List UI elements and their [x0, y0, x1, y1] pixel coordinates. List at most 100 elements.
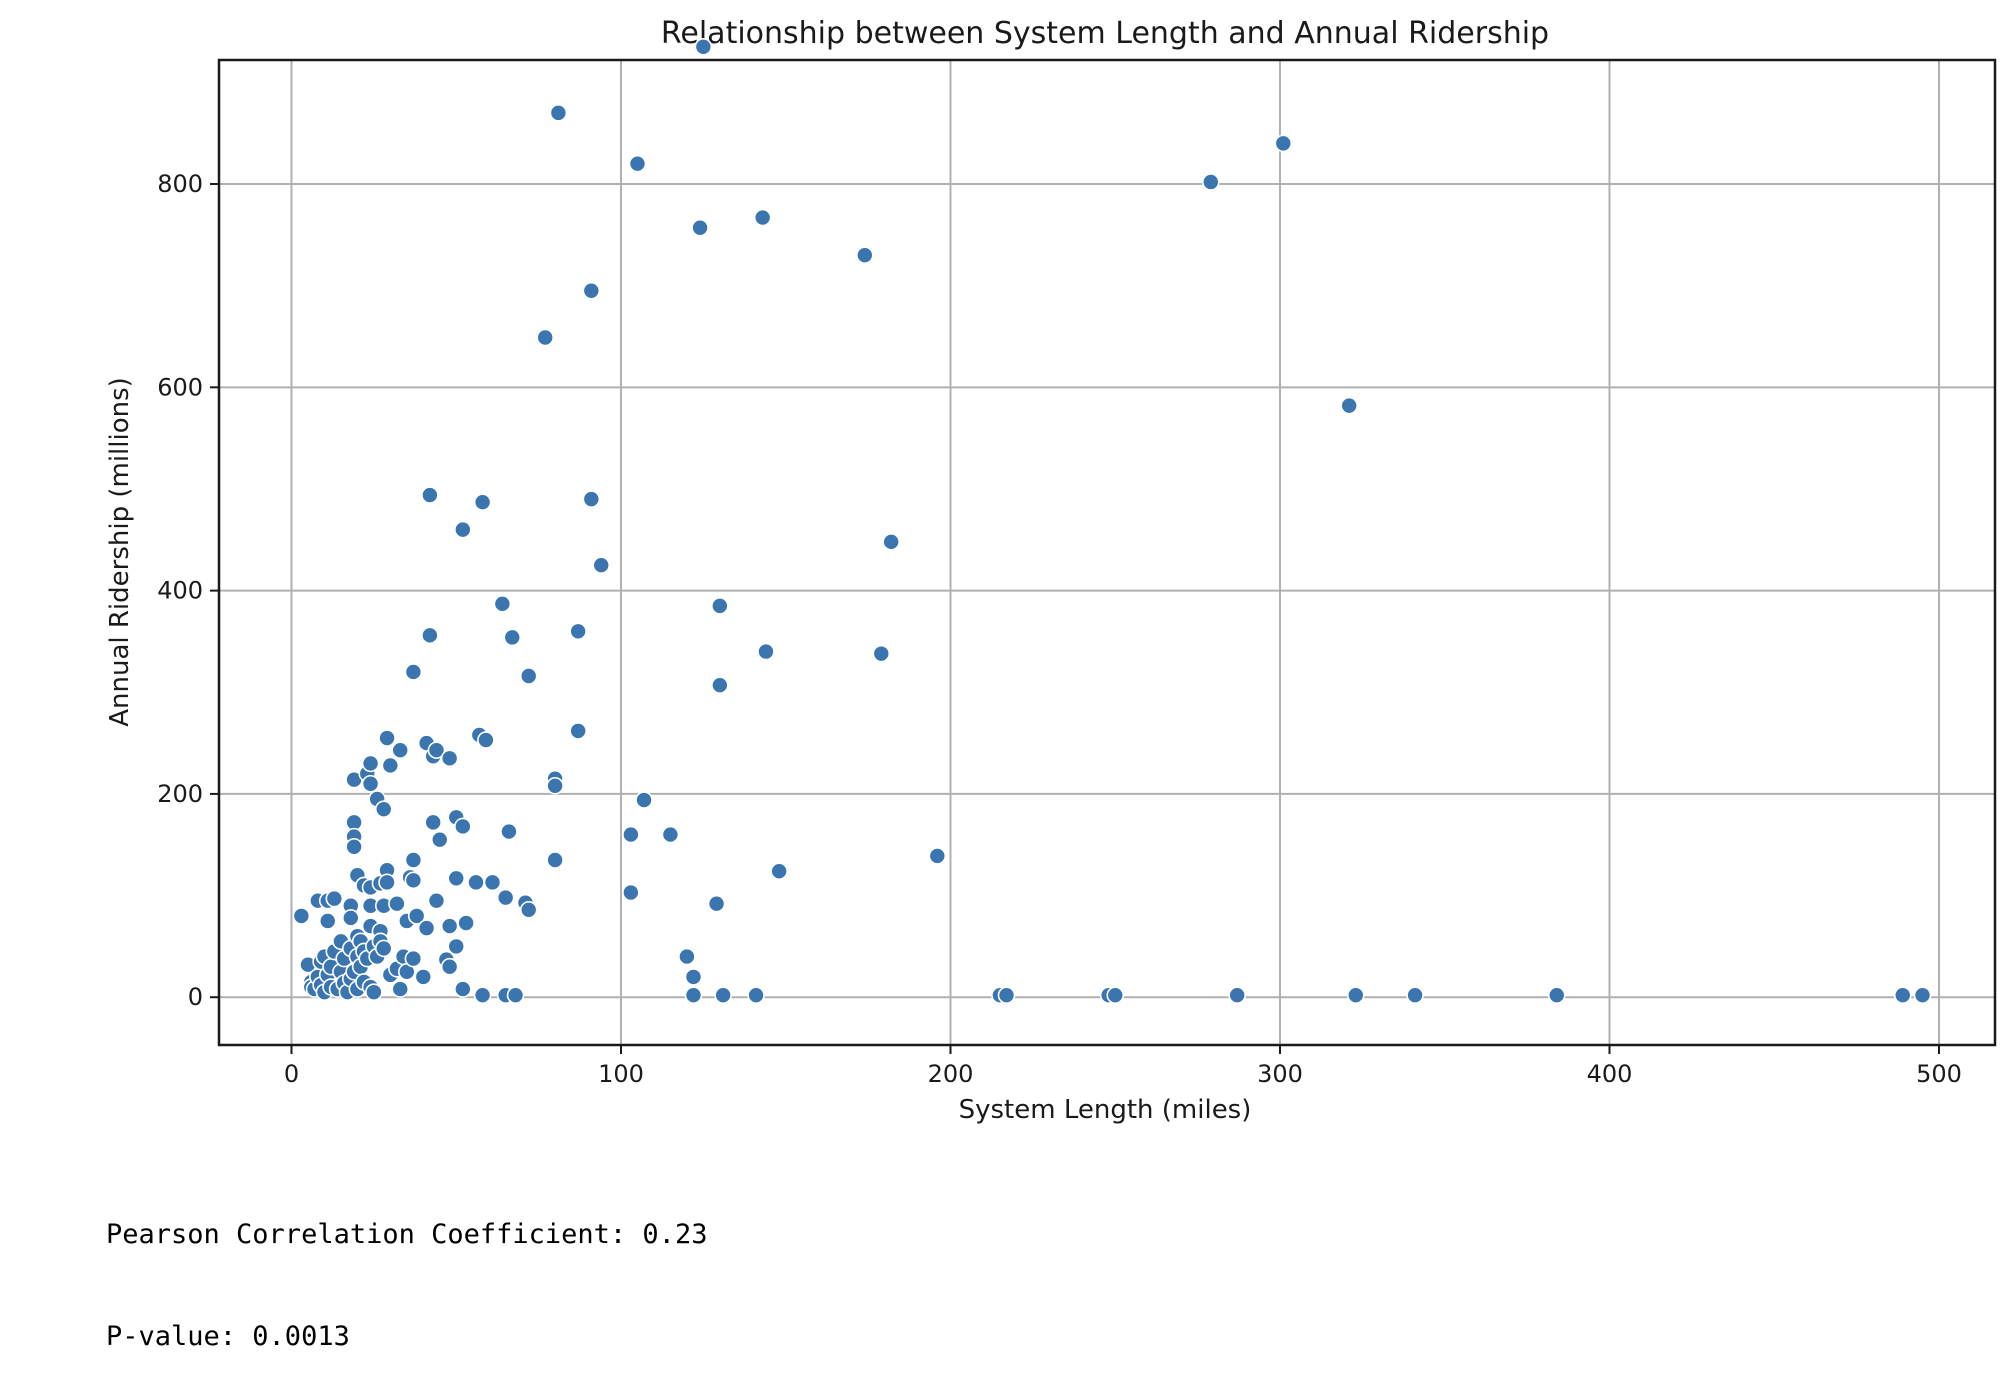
data-point [407, 907, 426, 925]
data-point [546, 776, 564, 795]
data-point [447, 869, 466, 888]
data-point [457, 914, 475, 932]
data-point [678, 947, 696, 966]
data-point [856, 246, 874, 264]
data-point [691, 218, 709, 237]
data-point [483, 873, 502, 892]
data-point [1201, 173, 1220, 191]
data-point [714, 986, 732, 1004]
x-tick-label: 100 [598, 1060, 644, 1088]
data-point [473, 986, 492, 1004]
data-point [661, 825, 680, 844]
data-point [404, 949, 423, 968]
data-point [361, 774, 380, 793]
data-point [378, 873, 396, 892]
data-point [454, 520, 472, 539]
data-point [421, 486, 439, 504]
data-point [404, 851, 423, 869]
data-point [569, 722, 587, 740]
data-point [506, 986, 525, 1004]
data-point [1274, 134, 1293, 153]
y-tick-label: 800 [157, 170, 203, 198]
data-point [391, 980, 410, 998]
y-tick-label: 0 [188, 983, 203, 1011]
data-point [381, 756, 400, 775]
data-point [365, 983, 383, 1001]
data-point [318, 912, 337, 930]
data-point [628, 154, 647, 173]
data-point [747, 986, 765, 1004]
data-point [582, 490, 601, 508]
y-tick-label: 600 [157, 373, 203, 401]
data-point [467, 873, 485, 892]
x-axis-ticks: 0 100 200 300 400 500 [284, 1045, 1962, 1088]
scatter-chart: Relationship between System Length and A… [105, 16, 1997, 1125]
data-point [711, 597, 729, 615]
stats-output: Pearson Correlation Coefficient: 0.23 P-… [106, 1150, 707, 1388]
data-point [440, 957, 459, 976]
data-point [1228, 986, 1246, 1004]
data-point [500, 822, 518, 841]
data-point [592, 556, 611, 575]
pearson-coefficient-text: Pearson Correlation Coefficient: 0.23 [106, 1219, 708, 1250]
data-point [325, 889, 344, 908]
data-point [388, 894, 406, 913]
data-point [427, 891, 446, 910]
data-point [447, 937, 466, 956]
data-point [1106, 986, 1125, 1004]
data-point [519, 667, 538, 685]
data-point [536, 328, 555, 347]
data-point [417, 919, 436, 937]
x-tick-label: 200 [928, 1060, 974, 1088]
data-point [341, 909, 360, 927]
chart-title: Relationship between System Length and A… [661, 16, 1549, 51]
data-point [872, 644, 891, 663]
data-point [519, 901, 538, 919]
data-point [391, 741, 410, 760]
x-tick-label: 400 [1587, 1060, 1633, 1088]
data-point [430, 830, 449, 849]
data-point [292, 907, 311, 925]
data-points [292, 37, 1932, 1004]
data-point [546, 851, 564, 869]
data-point [1913, 986, 1932, 1004]
data-point [1547, 986, 1566, 1004]
data-point [1893, 986, 1912, 1004]
data-point [414, 968, 433, 986]
x-tick-label: 0 [284, 1060, 299, 1088]
data-point [622, 825, 640, 844]
data-point [421, 626, 439, 645]
data-point [440, 749, 459, 768]
data-point [928, 847, 947, 865]
data-point [493, 595, 512, 613]
data-point [622, 883, 640, 902]
data-point [374, 800, 393, 818]
data-point [684, 986, 703, 1004]
data-point [378, 729, 396, 747]
y-tick-label: 200 [157, 780, 203, 808]
grid [219, 60, 1995, 1045]
data-point [757, 642, 775, 661]
data-point [427, 741, 446, 760]
data-point [882, 533, 900, 551]
data-point [694, 37, 713, 56]
data-point [345, 837, 363, 856]
data-point [503, 628, 522, 647]
data-point [440, 917, 459, 935]
data-point [404, 663, 423, 681]
data-point [582, 281, 601, 300]
data-point [454, 980, 472, 998]
data-point [1340, 396, 1358, 415]
data-point [1406, 986, 1424, 1004]
data-point [753, 208, 772, 227]
y-tick-label: 400 [157, 577, 203, 605]
data-point [707, 894, 726, 913]
x-tick-label: 500 [1916, 1060, 1962, 1088]
p-value-text: P-value: 0.0013 [106, 1321, 350, 1352]
y-axis-ticks: 0 200 400 600 800 [157, 170, 219, 1011]
data-point [404, 871, 423, 890]
data-point [454, 817, 472, 836]
data-point [711, 676, 729, 694]
plot-frame [217, 58, 1997, 1047]
data-point [997, 986, 1016, 1004]
